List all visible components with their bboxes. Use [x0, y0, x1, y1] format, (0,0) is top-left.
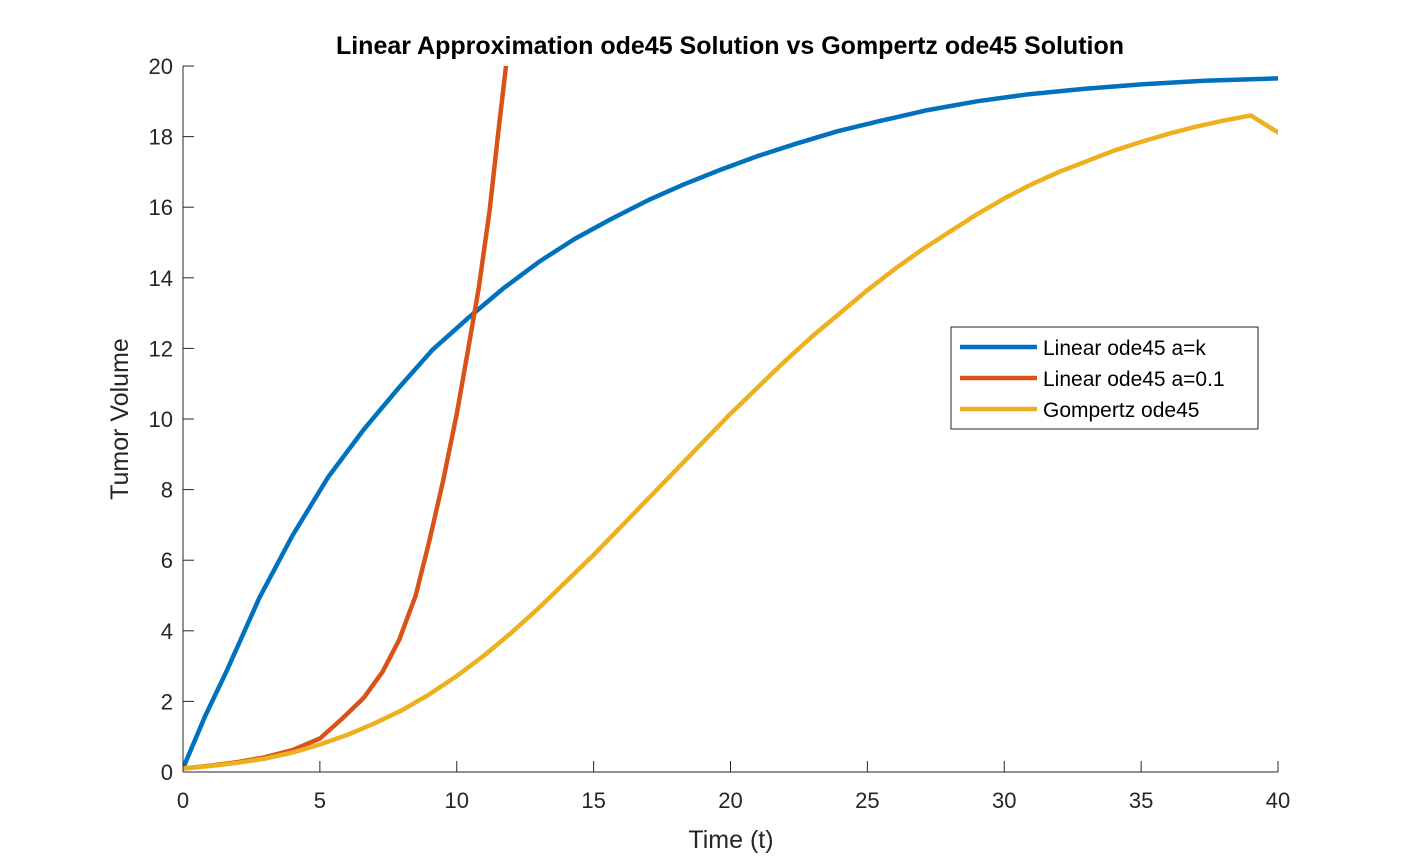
y-tick-label: 4: [161, 619, 173, 644]
legend-label-2: Linear ode45 a=0.1: [1043, 368, 1225, 391]
axes-layer: 0 5 10 15 20 25 30 35 40 0 2 4 6 8 10 12 14 16 18 20: [149, 54, 1291, 813]
y-tick-label: 0: [161, 760, 173, 785]
y-tick-label: 8: [161, 478, 173, 503]
legend: Linear ode45 a=k Linear ode45 a=0.1 Gomper…: [950, 326, 1259, 430]
x-tick-label: 5: [314, 788, 326, 813]
series-line-1: [183, 76, 1278, 771]
x-tick-label: 0: [177, 788, 189, 813]
y-tick-label: 14: [149, 266, 173, 291]
y-tick-label: 16: [149, 195, 173, 220]
y-tick-label: 6: [161, 548, 173, 573]
y-tick-label: 10: [149, 407, 173, 432]
x-tick-label: 10: [445, 788, 469, 813]
x-tick-label: 30: [992, 788, 1016, 813]
x-tick-label: 40: [1266, 788, 1290, 813]
series-layer: [183, 66, 1278, 771]
x-tick-label: 15: [581, 788, 605, 813]
series-line-3: [183, 113, 1278, 771]
legend-label-1: Linear ode45 a=k: [1043, 337, 1206, 360]
x-tick-label: 20: [718, 788, 742, 813]
chart-title: Linear Approximation ode45 Solution vs G…: [336, 32, 1124, 60]
y-tick-label: 12: [149, 336, 173, 361]
y-axis-title: Tumor Volume: [106, 338, 134, 500]
x-tick-label: 35: [1129, 788, 1153, 813]
y-tick-label: 2: [161, 689, 173, 714]
x-axis-title: Time (t): [688, 826, 773, 854]
y-tick-label: 18: [149, 125, 173, 150]
x-tick-label: 25: [855, 788, 879, 813]
y-tick-label: 20: [149, 54, 173, 79]
plot-area: 0 5 10 15 20 25 30 35 40 0 2 4 6 8 10 12 14 16 18 20: [149, 54, 1291, 813]
legend-label-3: Gompertz ode45: [1043, 399, 1199, 422]
